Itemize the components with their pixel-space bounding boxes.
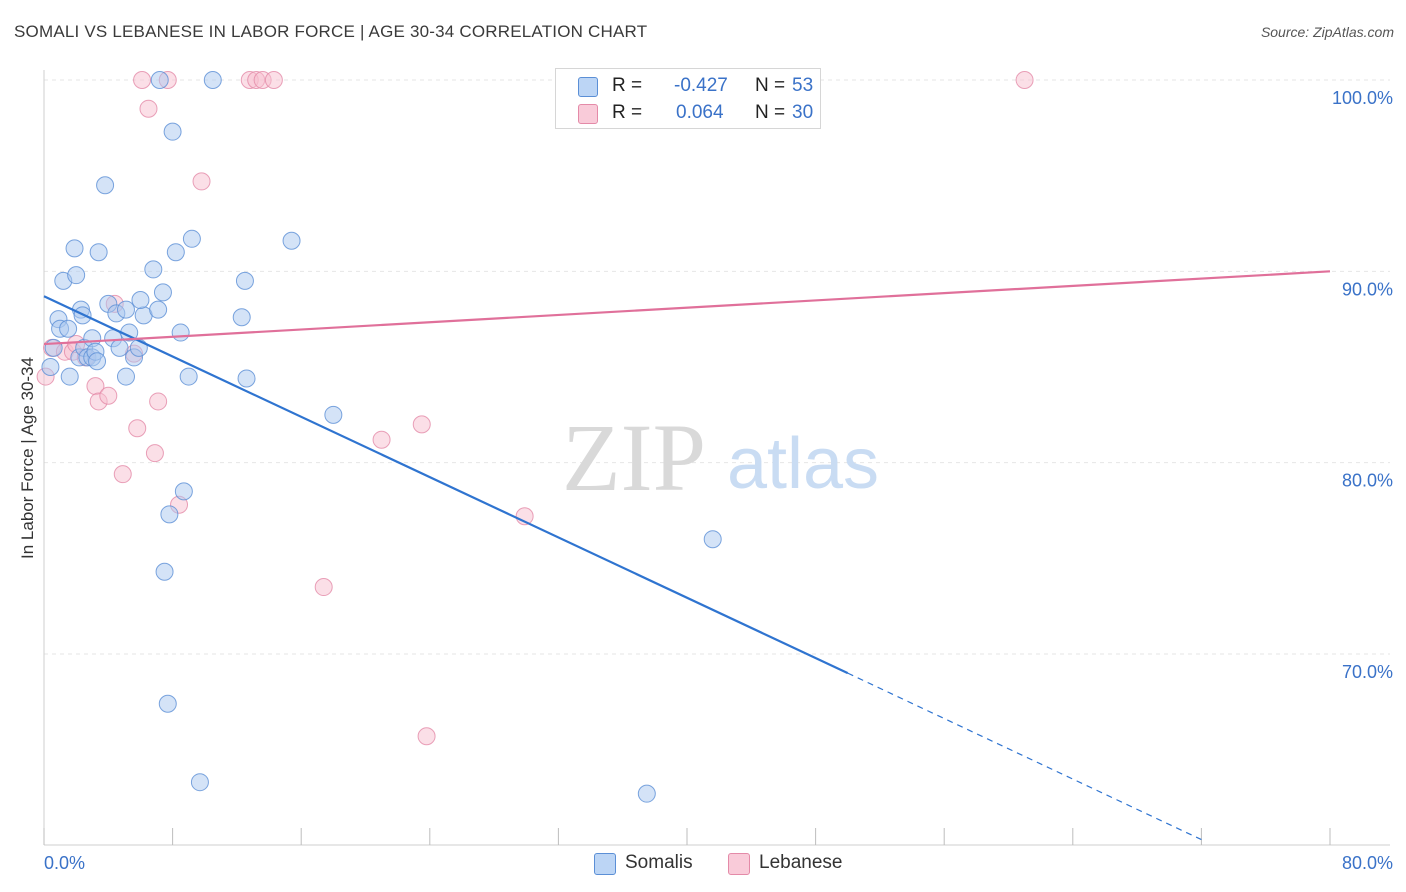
y-axis-label: In Labor Force | Age 30-34 [18,357,37,559]
somali-point [203,71,222,89]
legend-r-value: -0.427 [674,75,728,96]
y-tick-label: 70.0% [1342,662,1393,682]
somali-point [190,773,209,792]
legend-swatch-lebanese [578,104,598,124]
legend-n-value: 30 [792,102,814,123]
somali-point [41,358,60,376]
lebanese-point [149,392,168,411]
x-tick-label: 0.0% [44,853,85,873]
lebanese-point [99,386,118,405]
somali-point [235,271,254,290]
somali-point [171,323,190,342]
somali-points [41,71,722,803]
correlation-legend: R = -0.427 N = 53 R = 0.064 N = 30 [555,68,821,129]
somali-point [44,338,63,357]
lebanese-point [417,727,436,746]
lebanese-point [133,71,152,89]
somali-point [110,338,129,357]
x-tick-label: 80.0% [1342,853,1393,873]
legend-n-label: N = [755,75,786,96]
somali-point [59,319,78,338]
legend-label-lebanese: Lebanese [759,852,843,873]
somali-trend-extension [847,672,1202,841]
lebanese-point [412,415,431,434]
lebanese-point [314,578,333,597]
somali-point [150,71,169,89]
somali-point [179,367,198,386]
y-tick-label: 80.0% [1342,471,1393,491]
somali-point [65,239,84,258]
watermark-atlas: atlas [727,424,879,504]
lebanese-point [139,99,158,118]
somali-point [637,784,656,803]
lebanese-points [36,71,1034,746]
somali-point [149,300,168,319]
somali-point [166,243,185,262]
axes [43,70,1390,846]
somali-point [144,260,163,279]
somali-point [60,367,79,386]
somali-point [96,176,115,195]
somali-point [282,231,301,250]
lebanese-trend-line [43,270,1331,346]
lebanese-point [113,465,132,484]
somali-point [158,694,177,713]
somali-point [67,266,86,285]
somali-point [703,530,722,549]
lebanese-point [264,71,283,89]
watermark: ZIP atlas [562,404,879,511]
chart-title: SOMALI VS LEBANESE IN LABOR FORCE | AGE … [14,22,648,41]
somali-point [153,283,172,302]
somali-point [116,367,135,386]
legend-swatch-lebanese [728,853,750,875]
lebanese-point [192,172,211,191]
somali-point [88,352,107,371]
somali-point [89,243,108,262]
legend-swatch-somalis [594,853,616,875]
trend-lines [43,270,1331,841]
somali-point [131,291,150,310]
gridlines [44,79,1390,655]
legend-r-value: 0.064 [676,102,724,123]
lebanese-point [128,419,147,438]
legend-n-value: 53 [792,75,814,96]
lebanese-point [145,444,164,463]
legend-label-somalis: Somalis [625,852,693,873]
legend-swatch-somali [578,77,598,97]
source-label: Source: ZipAtlas.com [1260,24,1394,40]
somali-point [116,300,135,319]
somali-point [160,505,179,524]
somali-point [174,482,193,501]
y-tick-labels: 70.0% 80.0% 90.0% 100.0% [1332,88,1393,682]
somali-point [182,229,201,248]
somali-point [324,405,343,424]
x-tick-labels: 0.0% 80.0% [44,853,1393,873]
legend-r-label: R = [612,75,643,96]
somali-trend-line [43,295,849,675]
lebanese-point [1015,71,1034,89]
somali-point [163,122,182,141]
watermark-zip: ZIP [562,404,706,511]
somali-point [155,562,174,581]
y-tick-label: 90.0% [1342,279,1393,299]
somali-point [232,308,251,327]
lebanese-point [372,430,391,449]
legend-n-label: N = [755,102,786,123]
somali-point [129,338,148,357]
legend-r-label: R = [612,102,643,123]
y-tick-label: 100.0% [1332,88,1393,108]
somali-point [237,369,256,388]
